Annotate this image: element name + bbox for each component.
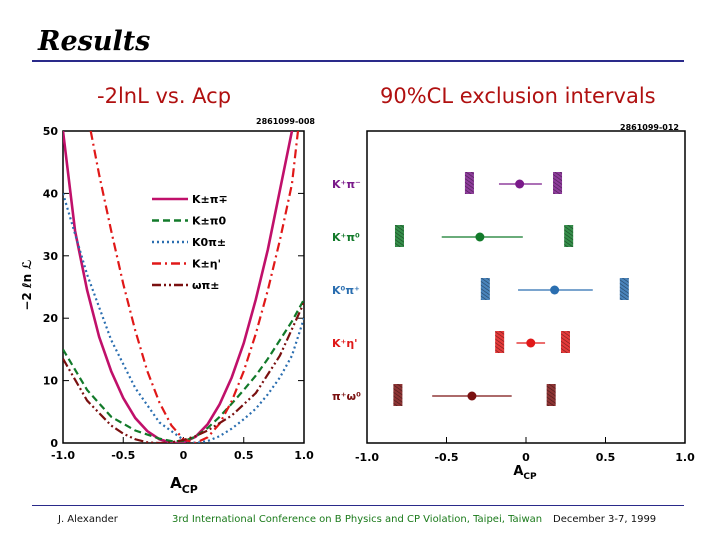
right-heading: 90%CL exclusion intervals — [380, 84, 656, 108]
left-x-tick-label: 0.5 — [234, 449, 254, 462]
curve-omegapi — [63, 302, 304, 443]
legend-label-omegapi: ωπ± — [192, 279, 219, 292]
footer-conference: 3rd International Conference on B Physic… — [172, 514, 543, 525]
left-x-tick-label: 1.0 — [294, 449, 314, 462]
footer-date: December 3-7, 1999 — [553, 514, 657, 525]
left-y-tick-label: 20 — [43, 312, 59, 325]
left-x-axis-label: ACP — [170, 474, 198, 496]
slide-title: Results — [38, 26, 151, 57]
left-heading: -2lnL vs. Acp — [97, 84, 232, 108]
left-y-tick-label: 30 — [43, 250, 59, 263]
left-y-tick-label: 0 — [50, 437, 58, 450]
footer-author: J. Alexander — [58, 514, 118, 525]
curve-K0pi — [63, 193, 304, 443]
legend-label-Kpi0: K±π0 — [192, 215, 226, 228]
left-figure-code: 2861099-008 — [256, 117, 315, 126]
left-y-axis-label: −2 ℓn ℒ — [20, 259, 34, 310]
left-y-tick-label: 40 — [43, 187, 59, 200]
left-x-tick-label: -0.5 — [111, 449, 135, 462]
title-rule — [32, 60, 684, 62]
curve-Kpi — [63, 131, 294, 443]
left-y-tick-label: 10 — [43, 375, 59, 388]
legend-label-Kpi: K±π∓ — [192, 193, 228, 206]
curve-Keta — [89, 131, 300, 443]
legend-label-K0pi: K0π± — [192, 236, 226, 249]
right-figure-code: 2861099-012 — [620, 123, 679, 132]
left-x-tick-label: -1.0 — [51, 449, 75, 462]
left-x-tick-label: 0 — [180, 449, 188, 462]
left-y-tick-label: 50 — [43, 125, 59, 138]
curve-Kpi0 — [63, 298, 304, 443]
footer-rule — [32, 505, 684, 506]
legend-label-Keta: K±η' — [192, 258, 221, 271]
